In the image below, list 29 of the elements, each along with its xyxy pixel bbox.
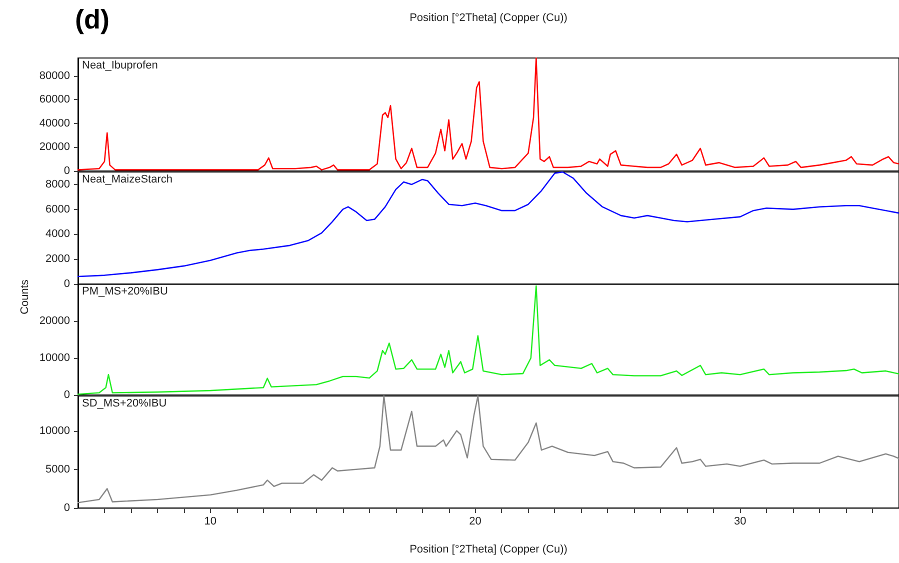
text: SD_MS+20%IBU: [82, 398, 167, 410]
y-tick-label: 20000: [39, 315, 70, 327]
y-tick-label: 20000: [39, 141, 70, 154]
x-tick-label: 20: [469, 516, 482, 528]
chart-title: (d): [75, 4, 110, 34]
text: Neat_MaizeStarch: [82, 174, 172, 186]
y-tick-label: 4000: [46, 228, 70, 240]
y-tick-label: 10000: [39, 352, 70, 364]
y-tick-label: 10000: [39, 424, 70, 437]
y-tick-label: 0: [64, 502, 70, 514]
chart-subtitle: Position [°2Theta] (Copper (Cu)): [410, 12, 568, 24]
y-tick-label: 2000: [46, 253, 70, 266]
y-tick-label: 40000: [39, 117, 70, 130]
y-tick-label: 0: [64, 165, 70, 177]
y-tick-label: 8000: [46, 178, 70, 190]
y-axis-title: Counts: [19, 279, 31, 314]
y-tick-label: 5000: [46, 463, 70, 476]
y-tick-label: 6000: [46, 203, 70, 216]
text: PM_MS+20%IBU: [82, 286, 168, 298]
y-tick-label: 0: [64, 278, 70, 290]
text: Neat_Ibuprofen: [82, 60, 158, 72]
x-axis-title: Position [°2Theta] (Copper (Cu)): [410, 544, 568, 556]
y-tick-label: 80000: [39, 70, 70, 82]
line-series: [77, 395, 899, 504]
y-tick-label: 60000: [39, 94, 70, 106]
x-tick-label: 10: [204, 516, 217, 528]
y-tick-label: 0: [64, 389, 70, 401]
line-series: [77, 171, 899, 278]
x-tick-label: 30: [734, 516, 746, 528]
